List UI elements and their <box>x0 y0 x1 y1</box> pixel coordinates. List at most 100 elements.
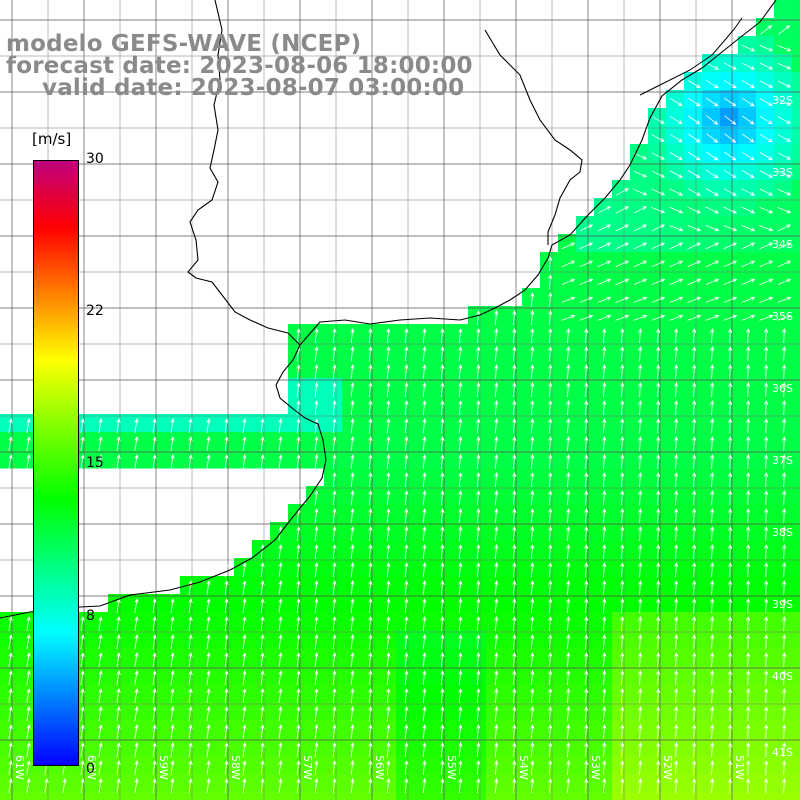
speed-cell <box>468 486 487 505</box>
speed-cell <box>378 486 397 505</box>
speed-cell <box>792 702 800 721</box>
wind-arrow <box>728 760 733 776</box>
speed-cell <box>630 378 649 397</box>
speed-cell <box>306 612 325 631</box>
speed-cell <box>396 702 415 721</box>
speed-cell <box>396 630 415 649</box>
wind-arrow <box>674 670 679 686</box>
wind-arrow <box>494 652 499 668</box>
wind-arrow <box>669 260 684 268</box>
speed-cell <box>702 684 721 703</box>
colorbar-tick-8: 8 <box>86 608 95 624</box>
speed-cell <box>504 450 523 469</box>
wind-arrow <box>260 580 265 595</box>
speed-cell <box>378 522 397 541</box>
speed-cell <box>630 594 649 613</box>
speed-cell <box>666 342 685 361</box>
wind-arrow <box>350 490 355 506</box>
wind-arrow <box>350 742 355 758</box>
wind-arrow <box>710 670 715 686</box>
speed-cell <box>180 648 199 667</box>
wind-arrow <box>692 706 697 722</box>
speed-cell <box>684 252 703 271</box>
wind-arrow <box>651 170 666 178</box>
wind-arrow <box>296 454 301 469</box>
speed-cell <box>324 720 343 739</box>
wind-arrow <box>674 508 679 524</box>
speed-cell <box>144 630 163 649</box>
wind-arrow <box>584 688 589 704</box>
speed-cell <box>324 630 343 649</box>
wind-arrow <box>566 778 571 794</box>
speed-cell <box>504 540 523 559</box>
speed-cell <box>234 774 253 793</box>
wind-arrow <box>548 706 553 722</box>
wind-arrow <box>440 328 445 344</box>
speed-cell <box>630 324 649 343</box>
speed-cell <box>234 450 253 469</box>
speed-cell <box>432 720 451 739</box>
speed-cell <box>666 432 685 451</box>
wind-arrow <box>476 346 481 362</box>
wind-arrow <box>530 310 535 326</box>
wind-arrow <box>476 328 481 344</box>
speed-cell <box>576 396 595 415</box>
speed-cell <box>270 576 289 595</box>
speed-cell <box>18 702 37 721</box>
wind-arrow <box>530 580 535 596</box>
wind-arrow <box>368 742 373 758</box>
speed-cell <box>648 774 667 793</box>
speed-cell <box>702 432 721 451</box>
lon-label: 59W <box>157 755 170 780</box>
speed-cell <box>396 666 415 685</box>
speed-cell <box>522 666 541 685</box>
speed-cell <box>792 738 800 757</box>
wind-arrow <box>705 278 720 286</box>
speed-cell <box>684 396 703 415</box>
speed-cell <box>630 162 649 181</box>
wind-arrow <box>548 634 553 650</box>
speed-cell <box>216 450 235 469</box>
wind-arrow <box>782 580 787 596</box>
speed-cell <box>774 144 793 163</box>
wind-arrow <box>278 634 283 649</box>
speed-cell <box>774 396 793 415</box>
speed-cell <box>648 648 667 667</box>
wind-arrow <box>332 688 337 704</box>
wind-arrow <box>458 760 463 776</box>
speed-cell <box>702 576 721 595</box>
wind-arrow <box>669 296 684 303</box>
wind-arrow <box>764 382 769 398</box>
wind-arrow <box>710 346 715 362</box>
wind-arrow <box>530 598 535 614</box>
speed-cell <box>756 36 775 55</box>
speed-cell <box>360 504 379 523</box>
wind-arrow <box>440 706 445 722</box>
wind-arrow <box>386 778 391 794</box>
wind-arrow <box>368 472 373 488</box>
wind-arrow <box>741 133 755 143</box>
wind-arrow <box>332 508 337 524</box>
longitude-labels: 61W 60W 59W 58W 57W 56W 55W 54W 53W 52W 51W <box>13 755 746 780</box>
speed-cell <box>522 378 541 397</box>
wind-arrow <box>296 706 301 721</box>
wind-arrow <box>512 490 517 506</box>
speed-cell <box>360 792 379 800</box>
speed-cell <box>306 648 325 667</box>
wind-arrow <box>368 598 373 614</box>
speed-cell <box>702 342 721 361</box>
wind-arrow <box>314 454 319 470</box>
wind-arrow <box>332 382 337 398</box>
wind-arrow <box>422 454 427 470</box>
speed-cell <box>648 522 667 541</box>
wind-arrow <box>386 634 391 650</box>
wind-arrow <box>512 742 517 758</box>
speed-cell <box>468 576 487 595</box>
speed-cell <box>774 126 793 145</box>
speed-cell <box>450 432 469 451</box>
speed-cell <box>414 702 433 721</box>
speed-cell <box>756 108 775 127</box>
speed-cell <box>630 702 649 721</box>
speed-cell <box>756 792 775 800</box>
speed-cell <box>702 522 721 541</box>
